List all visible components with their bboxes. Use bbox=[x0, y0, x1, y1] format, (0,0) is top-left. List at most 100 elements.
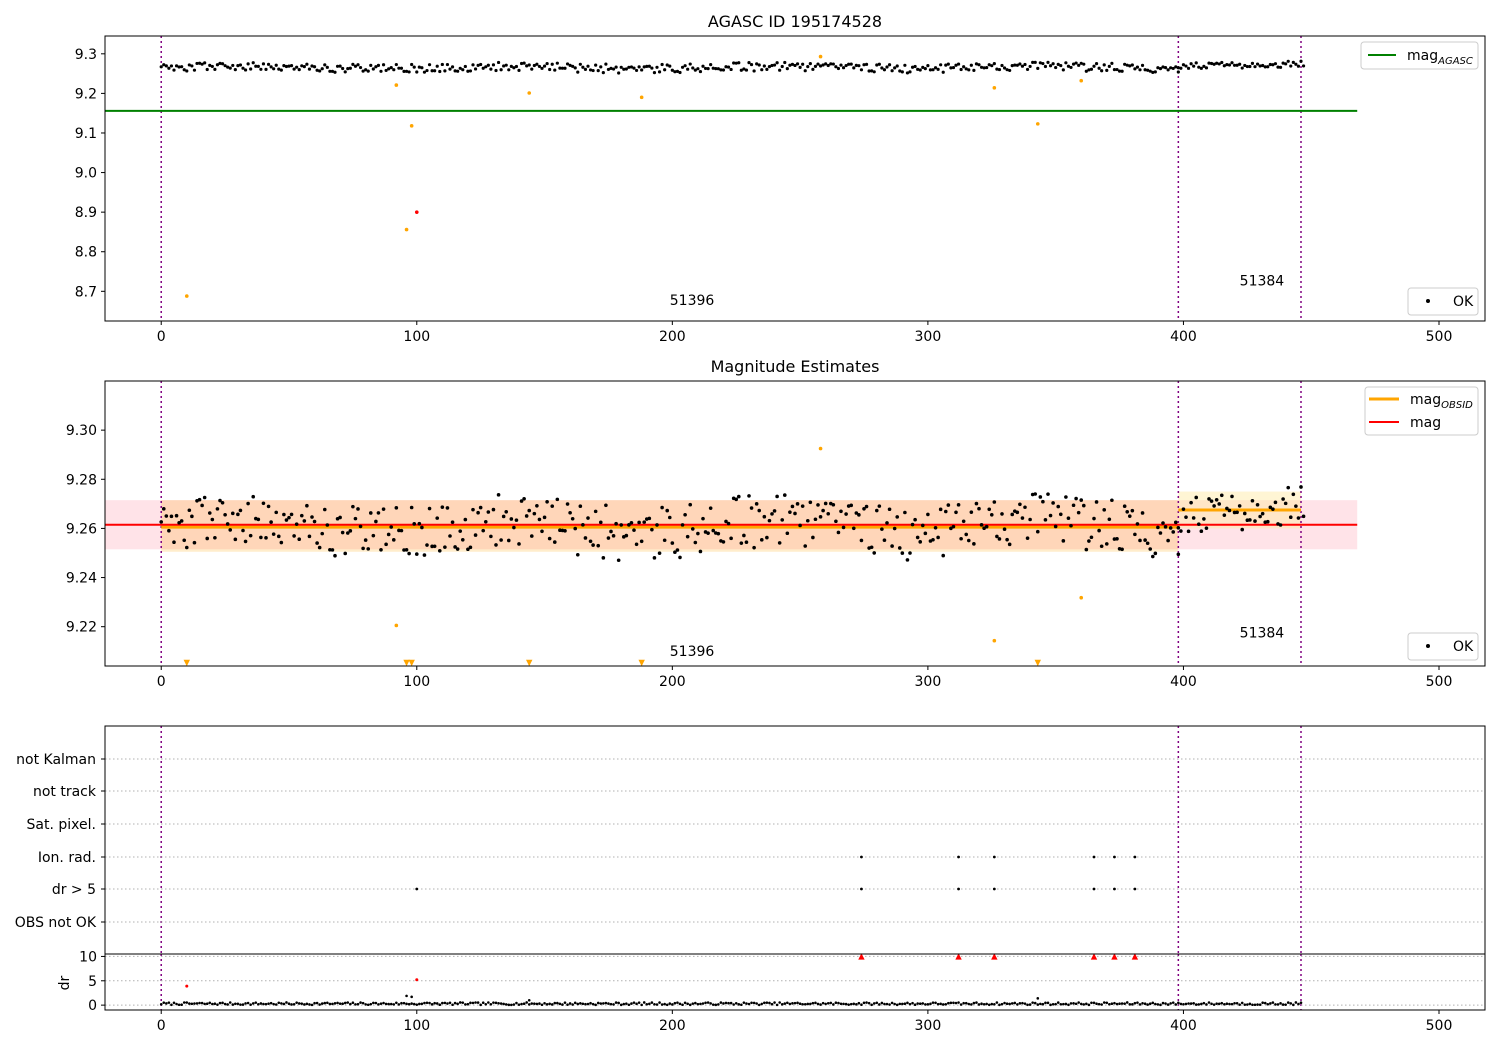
legend-ok-1: OK bbox=[1407, 287, 1479, 316]
ok-point bbox=[363, 538, 368, 542]
ok-point bbox=[1031, 60, 1035, 65]
dr-point bbox=[645, 1002, 649, 1006]
ok-point bbox=[494, 68, 498, 73]
ok-point bbox=[839, 509, 843, 514]
dr-point bbox=[456, 1002, 459, 1006]
ok-point bbox=[1283, 501, 1288, 506]
ok-point bbox=[604, 62, 608, 66]
ok-point bbox=[282, 512, 286, 517]
ok-point bbox=[162, 63, 166, 67]
ok-point bbox=[277, 67, 281, 71]
dr-point bbox=[1166, 1003, 1170, 1006]
dr-point bbox=[750, 1001, 753, 1005]
ok-point bbox=[1184, 515, 1188, 519]
ok-point bbox=[1094, 62, 1099, 66]
dr-point bbox=[550, 1003, 554, 1006]
panel-flags-plot-area: not Kalman not track Sat. pixel. Ion. rad. d… bbox=[15, 726, 1485, 954]
ok-point bbox=[271, 532, 276, 536]
ok-point bbox=[941, 70, 945, 74]
dr-point bbox=[216, 1003, 219, 1006]
dr-point bbox=[908, 1002, 912, 1006]
ok-point bbox=[185, 69, 189, 73]
dr-point bbox=[476, 1001, 480, 1004]
dr-point bbox=[1179, 1002, 1183, 1006]
dr-point bbox=[313, 1001, 316, 1005]
dr-point bbox=[310, 1003, 314, 1007]
ok-point bbox=[195, 61, 199, 66]
ok-point bbox=[177, 520, 181, 525]
ok-point bbox=[563, 529, 567, 533]
dr-point bbox=[849, 1002, 853, 1006]
ok-point bbox=[874, 508, 879, 513]
ok-point bbox=[318, 69, 322, 73]
ok-point bbox=[793, 63, 797, 68]
dr-point bbox=[637, 1001, 641, 1004]
dr-point bbox=[354, 1003, 357, 1006]
ok-point bbox=[913, 64, 917, 69]
ok-point bbox=[637, 520, 641, 525]
ok-point bbox=[397, 66, 401, 70]
dr-point bbox=[366, 1003, 370, 1007]
y-tick-label: 9.3 bbox=[75, 47, 97, 63]
ok-point bbox=[685, 534, 690, 539]
ok-point bbox=[1007, 542, 1012, 547]
dr-point bbox=[1246, 1003, 1249, 1006]
dr-point bbox=[898, 1002, 902, 1006]
ok-point bbox=[1289, 64, 1293, 68]
ok-point bbox=[826, 511, 831, 516]
ok-point bbox=[665, 508, 670, 513]
dr-point bbox=[936, 1002, 940, 1006]
ok-point bbox=[997, 67, 1002, 72]
x-tick-label: 400 bbox=[1170, 674, 1197, 690]
ok-point bbox=[284, 64, 289, 69]
ok-point bbox=[248, 533, 253, 538]
ok-point bbox=[1074, 496, 1078, 501]
ok-point bbox=[1079, 498, 1084, 502]
ok-point bbox=[353, 64, 358, 68]
dr-point bbox=[678, 1002, 682, 1006]
ok-point bbox=[616, 558, 621, 563]
ok-point bbox=[1232, 63, 1237, 67]
dr-point bbox=[430, 1003, 434, 1006]
ok-point bbox=[962, 65, 966, 69]
ok-point bbox=[663, 68, 667, 72]
below-range-marker bbox=[638, 659, 645, 667]
dr-point bbox=[1005, 1002, 1009, 1006]
ok-point bbox=[594, 63, 598, 67]
y-tick-label: 8.9 bbox=[75, 205, 97, 221]
dr-point bbox=[780, 1003, 784, 1006]
ok-point bbox=[997, 537, 1002, 541]
ok-point bbox=[624, 533, 629, 538]
ok-point bbox=[215, 63, 220, 67]
dr-point bbox=[287, 1002, 291, 1006]
ok-point bbox=[793, 511, 797, 516]
ok-point bbox=[1184, 64, 1188, 68]
ok-point bbox=[857, 64, 861, 68]
ok-point bbox=[315, 541, 319, 545]
ok-point bbox=[238, 508, 243, 513]
dr-point bbox=[382, 1001, 385, 1005]
ok-point bbox=[632, 528, 636, 532]
ok-point bbox=[690, 527, 695, 531]
dr-point bbox=[1266, 1002, 1270, 1006]
ok-point bbox=[1061, 539, 1066, 543]
ok-point bbox=[502, 64, 506, 68]
x-tick-label: 300 bbox=[915, 329, 942, 345]
dr-point bbox=[918, 1002, 922, 1006]
ok-point bbox=[806, 65, 810, 69]
x-tick-label: 500 bbox=[1426, 1018, 1453, 1034]
ok-point bbox=[1273, 62, 1278, 66]
ok-point bbox=[923, 67, 927, 71]
ok-point bbox=[246, 62, 250, 66]
dr-point bbox=[609, 1002, 613, 1006]
y-tick-label: 9.1 bbox=[75, 126, 97, 142]
dr-point bbox=[734, 1001, 738, 1005]
panel-flags-frame bbox=[104, 725, 1486, 1011]
ok-point bbox=[190, 64, 194, 68]
outlier-point bbox=[818, 446, 823, 451]
ok-point bbox=[453, 545, 457, 549]
ok-point bbox=[269, 520, 273, 524]
ok-point bbox=[903, 510, 907, 515]
ok-point bbox=[231, 63, 235, 68]
ok-point bbox=[964, 67, 968, 71]
